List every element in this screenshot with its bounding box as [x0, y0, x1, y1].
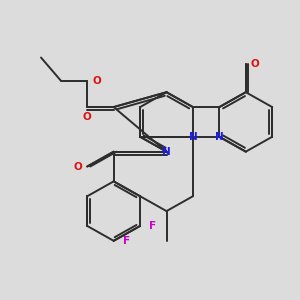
Text: N: N [189, 132, 197, 142]
Text: F: F [149, 221, 156, 231]
Text: F: F [123, 236, 130, 246]
Text: N: N [162, 147, 171, 157]
Text: O: O [82, 112, 91, 122]
Text: O: O [92, 76, 101, 85]
Text: N: N [215, 132, 224, 142]
Text: O: O [250, 59, 260, 69]
Text: O: O [74, 161, 82, 172]
